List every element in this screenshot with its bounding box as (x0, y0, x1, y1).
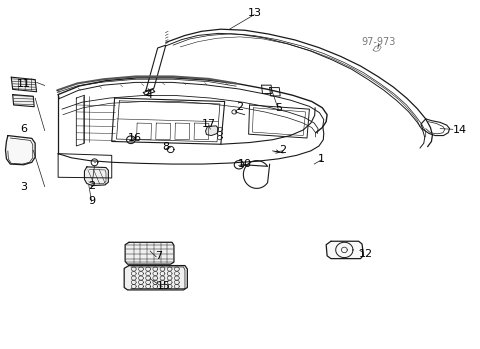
Polygon shape (11, 77, 36, 92)
Text: 1: 1 (318, 154, 325, 164)
Text: 11: 11 (17, 79, 31, 89)
Text: 15: 15 (156, 281, 170, 291)
Text: 10: 10 (238, 159, 252, 169)
Text: 7: 7 (155, 251, 162, 261)
Text: 9: 9 (88, 195, 95, 206)
Text: 14: 14 (453, 125, 467, 135)
Polygon shape (84, 167, 108, 186)
Text: 2: 2 (279, 145, 287, 155)
Polygon shape (205, 126, 218, 135)
Text: 13: 13 (247, 8, 261, 18)
Text: 5: 5 (275, 103, 282, 113)
Text: 2: 2 (88, 181, 95, 191)
Text: 4: 4 (145, 90, 153, 100)
Polygon shape (326, 241, 363, 259)
Text: 2: 2 (237, 102, 243, 112)
Polygon shape (125, 242, 174, 264)
Text: 3: 3 (20, 182, 27, 192)
Text: 8: 8 (162, 142, 169, 153)
Text: 97-973: 97-973 (361, 37, 396, 47)
Text: 12: 12 (359, 249, 372, 259)
Text: 6: 6 (20, 124, 27, 134)
Text: 16: 16 (128, 133, 142, 143)
Polygon shape (12, 95, 34, 107)
Polygon shape (124, 266, 187, 290)
Polygon shape (5, 135, 35, 165)
Text: 17: 17 (202, 119, 216, 129)
